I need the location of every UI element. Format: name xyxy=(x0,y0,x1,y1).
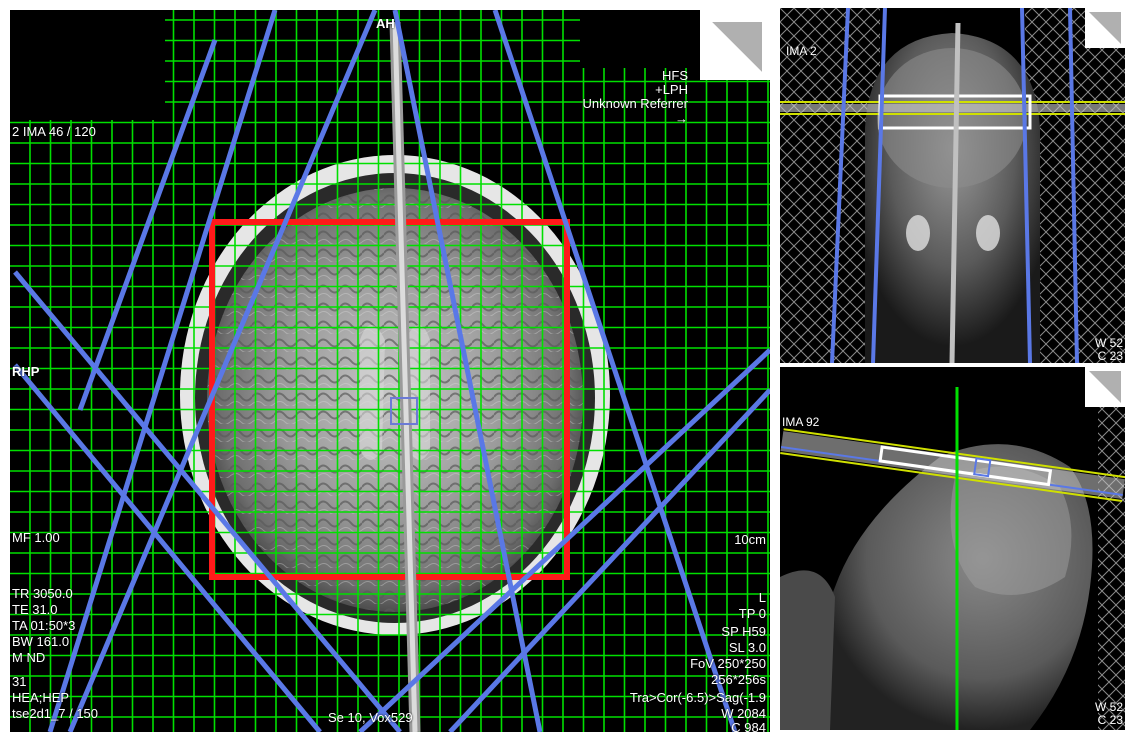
right-param-line: 10cm xyxy=(734,532,766,547)
page-fold-icon[interactable] xyxy=(1085,367,1125,407)
top-left-info-panel xyxy=(10,10,165,120)
coronal-center: C 23 xyxy=(1097,349,1123,363)
right-param-line: TP 0 xyxy=(738,606,766,621)
sagittal-viewport[interactable]: IMA 92 W 52 C 23 xyxy=(780,367,1125,730)
right-param-line: 256*256s xyxy=(711,672,766,687)
right-param-line: C 984 xyxy=(731,720,766,732)
coronal-viewport[interactable]: IMA 2 W 52 C 23 xyxy=(780,8,1125,363)
right-param-line: SP H59 xyxy=(721,624,766,639)
slab-lines xyxy=(13,10,770,732)
page-fold-icon[interactable] xyxy=(1085,8,1125,48)
right-param-line: SL 3.0 xyxy=(728,640,766,655)
sagittal-window: W 52 xyxy=(1094,700,1123,714)
saturation-band-coronal xyxy=(949,22,961,363)
planning-grid xyxy=(10,10,770,732)
slab-band xyxy=(780,104,1125,112)
axial-image xyxy=(10,10,770,732)
axial-viewport[interactable]: AH RHP 2 IMA 46 / 120 HFS +LPH Unknown R… xyxy=(10,10,770,732)
coronal-window: W 52 xyxy=(1094,336,1123,350)
patient-position: HFS xyxy=(662,68,688,83)
left-param-line: tse2d1_7 / 150 xyxy=(12,706,99,721)
left-param-line: TE 31.0 xyxy=(12,602,58,617)
right-param-line: W 2084 xyxy=(721,706,766,721)
referrer: Unknown Referrer xyxy=(582,96,689,111)
sagittal-center: C 23 xyxy=(1097,713,1123,727)
center-marker xyxy=(390,397,418,425)
left-param-line: HEA;HEP xyxy=(12,690,70,705)
orientation-label-left: RHP xyxy=(12,364,40,379)
right-param-line: Tra>Cor(-6.5)>Sag(-1.9 xyxy=(629,690,766,705)
saturation-band xyxy=(389,21,421,732)
left-param-line: 31 xyxy=(12,674,27,689)
right-param-line: FoV 250*250 xyxy=(690,656,766,671)
page-fold-icon[interactable] xyxy=(700,10,770,80)
coronal-image-index: IMA 2 xyxy=(786,44,817,58)
left-param-line: TA 01:50*3 xyxy=(12,618,76,633)
left-param-line: BW 161.0 xyxy=(12,634,70,649)
left-param-line: M ND xyxy=(12,650,46,665)
orientation-label-top: AH xyxy=(376,16,395,31)
series-info: Se 10, Vox529 xyxy=(328,710,413,725)
left-param-line: TR 3050.0 xyxy=(12,586,73,601)
coronal-image xyxy=(780,8,1125,363)
arrow-icon: → xyxy=(675,111,688,126)
sagittal-image xyxy=(780,367,1125,730)
coordinate-system: +LPH xyxy=(655,82,688,97)
left-param-line: MF 1.00 xyxy=(12,530,60,545)
sagittal-image-index: IMA 92 xyxy=(782,415,820,429)
top-right-info-panel xyxy=(580,10,700,68)
image-index: 2 IMA 46 / 120 xyxy=(12,124,96,139)
right-param-line: L xyxy=(758,590,766,605)
